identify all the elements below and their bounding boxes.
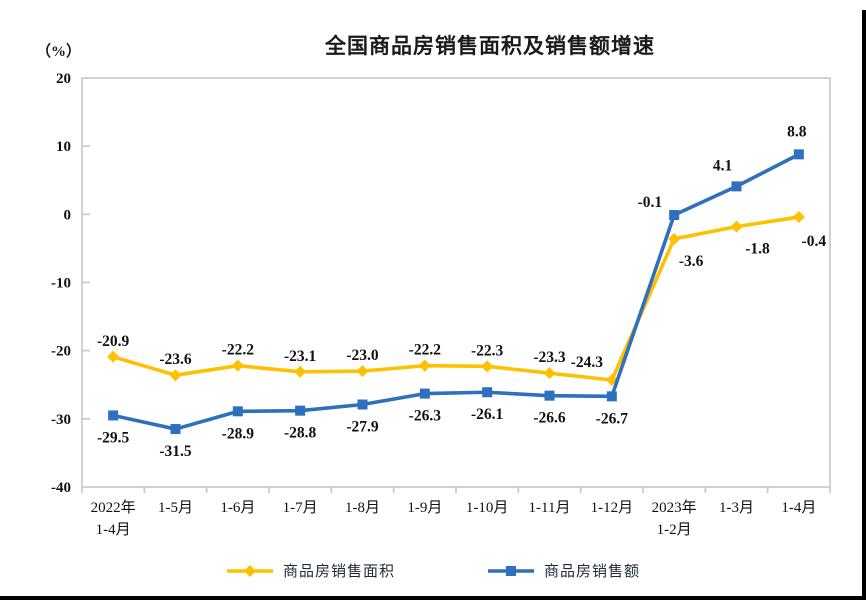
svg-text:-31.5: -31.5 — [159, 443, 192, 460]
svg-text:-20: -20 — [51, 344, 71, 360]
svg-text:-24.3: -24.3 — [571, 354, 604, 371]
svg-text:-23.3: -23.3 — [533, 349, 566, 366]
svg-text:1-8月: 1-8月 — [345, 500, 380, 516]
svg-text:-28.9: -28.9 — [222, 425, 255, 442]
svg-text:1-7月: 1-7月 — [283, 500, 318, 516]
svg-text:1-6月: 1-6月 — [220, 500, 255, 516]
svg-text:1-12月: 1-12月 — [591, 500, 634, 516]
svg-text:-0.4: -0.4 — [802, 233, 827, 250]
svg-text:-26.6: -26.6 — [533, 410, 566, 427]
svg-text:8.8: 8.8 — [787, 123, 807, 140]
svg-text:-10: -10 — [51, 276, 71, 292]
legend-item-sales-amount: 商品房销售额 — [487, 560, 640, 581]
frame-border-bottom-line — [0, 596, 866, 600]
svg-text:-22.2: -22.2 — [222, 342, 255, 359]
legend-diamond-marker-icon — [226, 564, 273, 577]
svg-text:1-5月: 1-5月 — [158, 500, 193, 516]
svg-text:0: 0 — [64, 207, 72, 223]
svg-text:-27.9: -27.9 — [346, 419, 379, 436]
frame-border-right-line — [862, 10, 866, 600]
svg-text:1-4月: 1-4月 — [96, 522, 131, 538]
svg-text:1-9月: 1-9月 — [407, 500, 442, 516]
svg-text:-23.0: -23.0 — [346, 347, 379, 364]
svg-text:1-3月: 1-3月 — [719, 500, 754, 516]
svg-text:-22.2: -22.2 — [409, 342, 442, 359]
svg-text:-23.6: -23.6 — [159, 351, 192, 368]
svg-text:1-11月: 1-11月 — [529, 500, 571, 516]
chart-title: 全国商品房销售面积及销售额增速 — [325, 35, 655, 58]
svg-text:-26.3: -26.3 — [409, 408, 442, 425]
svg-text:-23.1: -23.1 — [284, 348, 316, 365]
svg-text:2023年: 2023年 — [652, 499, 697, 516]
svg-text:-30: -30 — [51, 412, 71, 428]
svg-text:-28.8: -28.8 — [284, 425, 317, 442]
svg-text:-20.9: -20.9 — [97, 333, 130, 350]
svg-text:2022年: 2022年 — [91, 499, 136, 516]
legend-label-sales-amount: 商品房销售额 — [544, 564, 641, 580]
svg-text:1-10月: 1-10月 — [466, 500, 509, 516]
svg-text:20: 20 — [56, 71, 71, 87]
legend-square-marker-icon — [488, 565, 534, 576]
svg-text:-22.3: -22.3 — [471, 342, 504, 359]
svg-text:-26.7: -26.7 — [596, 410, 629, 427]
svg-text:1-2月: 1-2月 — [657, 522, 692, 538]
legend-label-sales-area: 商品房销售面积 — [282, 564, 395, 580]
svg-text:-40: -40 — [51, 480, 71, 496]
legend: 商品房销售面积 商品房销售额 — [0, 560, 866, 581]
legend-item-sales-area: 商品房销售面积 — [226, 560, 395, 581]
svg-text:-26.1: -26.1 — [471, 406, 503, 423]
svg-text:-0.1: -0.1 — [638, 194, 663, 211]
svg-text:1-4月: 1-4月 — [781, 500, 816, 516]
svg-text:-1.8: -1.8 — [745, 241, 770, 258]
svg-text:4.1: 4.1 — [713, 157, 732, 174]
svg-text:-29.5: -29.5 — [97, 429, 130, 446]
y-axis-unit-label: （%） — [36, 44, 82, 60]
svg-text:-3.6: -3.6 — [679, 253, 704, 270]
svg-text:10: 10 — [56, 139, 71, 155]
